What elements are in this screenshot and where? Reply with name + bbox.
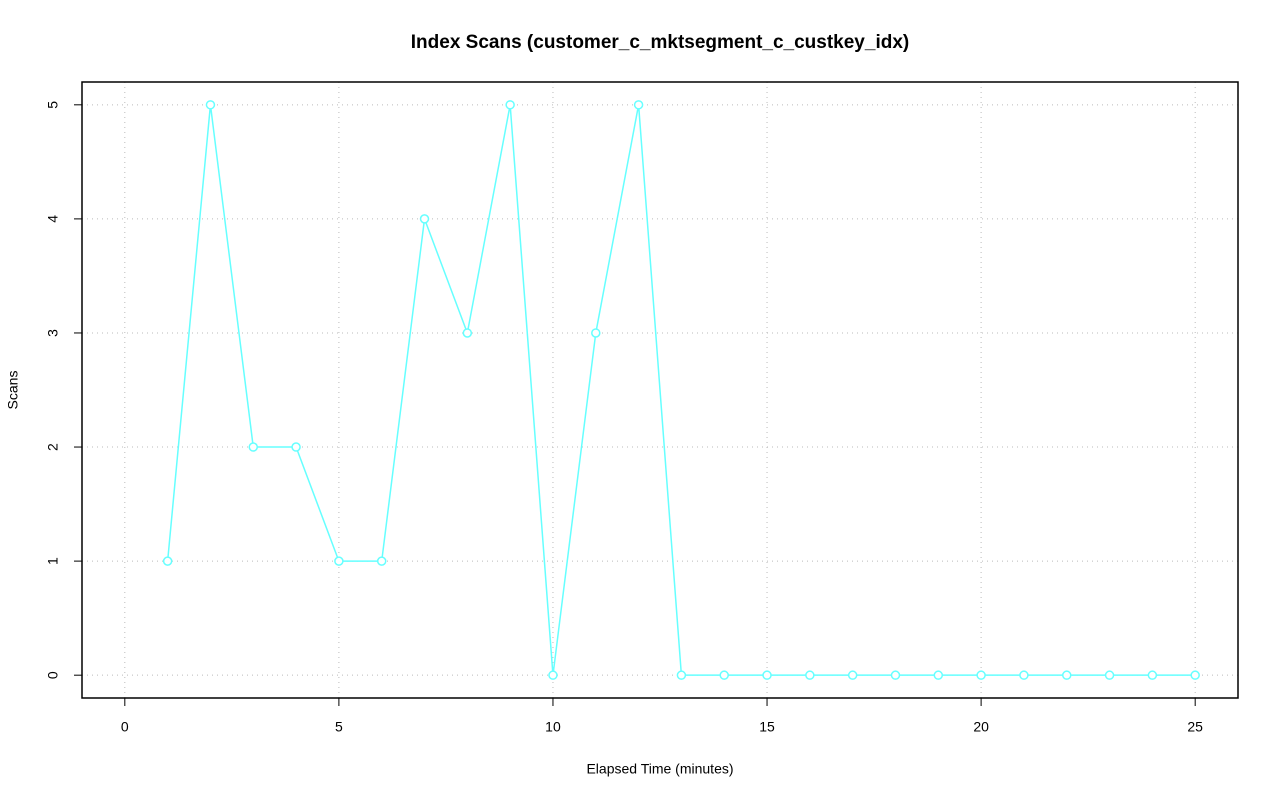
data-point	[419, 214, 430, 224]
data-point	[1061, 670, 1072, 680]
data-point	[847, 670, 858, 680]
data-point	[505, 100, 515, 110]
data-point	[162, 556, 173, 566]
y-tick-label: 2	[45, 443, 61, 451]
y-tick-label: 5	[45, 101, 61, 109]
x-tick-label: 20	[973, 719, 989, 735]
y-tick-label: 4	[45, 215, 61, 223]
data-point	[1019, 670, 1029, 680]
data-point	[1147, 670, 1158, 680]
data-point	[334, 556, 344, 566]
x-axis-label: Elapsed Time (minutes)	[586, 761, 733, 777]
plot-frame	[81, 81, 1239, 699]
chart-title: Index Scans (customer_c_mktsegment_c_cus…	[411, 32, 909, 53]
data-point	[591, 328, 601, 338]
data-point	[719, 670, 729, 680]
data-point	[890, 670, 901, 680]
data-point	[933, 670, 944, 680]
data-point	[633, 100, 644, 110]
data-point	[205, 100, 216, 110]
x-tick-label: 15	[759, 719, 775, 735]
x-tick-label: 25	[1187, 719, 1203, 735]
data-point	[676, 670, 687, 680]
data-point	[1190, 670, 1200, 680]
data-point	[548, 670, 558, 680]
data-point	[762, 670, 772, 680]
data-point	[1104, 670, 1115, 680]
data-point	[976, 670, 986, 680]
data-point	[248, 442, 259, 452]
y-tick-label: 3	[45, 329, 61, 337]
data-point	[462, 328, 473, 338]
x-tick-label: 0	[121, 719, 129, 735]
data-point	[291, 442, 301, 452]
y-tick-label: 1	[45, 557, 61, 565]
x-tick-label: 5	[335, 719, 343, 735]
data-point	[376, 556, 387, 566]
y-tick-label: 0	[45, 671, 61, 679]
x-tick-label: 10	[545, 719, 561, 735]
data-point	[805, 670, 815, 680]
y-axis-label: Scans	[5, 371, 21, 410]
